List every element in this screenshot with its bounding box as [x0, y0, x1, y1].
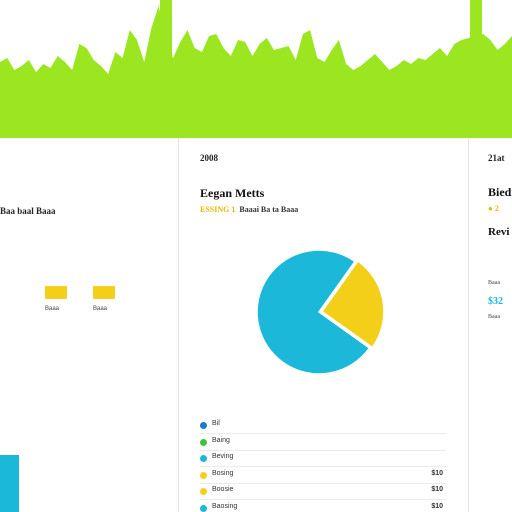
- subtitle-text: Baaai Ba ta Baaa: [239, 205, 299, 214]
- pie-chart: [256, 246, 387, 383]
- subtitle-accent: ESSING 1: [200, 205, 236, 214]
- legend-label: Bil: [212, 420, 220, 427]
- pie-slice: [320, 259, 385, 349]
- legend-dot-icon: [200, 455, 207, 462]
- banner-area-chart: [0, 0, 512, 138]
- legend-value: $10: [431, 469, 443, 477]
- legend-divider: [200, 499, 446, 500]
- banner-spike: [160, 0, 172, 138]
- legend-row: Baosing $10: [200, 502, 446, 512]
- legend-dot-icon: [200, 504, 207, 512]
- legend-divider: [200, 466, 446, 467]
- legend-label: Bosing: [212, 469, 234, 477]
- legend-label: Boosie: [212, 486, 234, 493]
- legend-row: Bil: [200, 419, 446, 433]
- legend-label: Beving: [212, 453, 234, 460]
- panel-divider-right: [468, 138, 469, 512]
- right-panel-year: 21at: [488, 153, 505, 163]
- legend-row: Baing: [200, 436, 446, 450]
- left-panel-label: Baa baal Baaa: [0, 206, 56, 216]
- right-panel-label: Baaa: [488, 280, 500, 286]
- legend-label: Baosing: [212, 502, 238, 510]
- right-panel-value: $32: [488, 296, 503, 307]
- right-panel-label: Baaa: [488, 314, 500, 320]
- chip-label: Baaa: [45, 306, 60, 312]
- legend-divider: [200, 433, 446, 434]
- right-panel-title: Biedi: [488, 185, 512, 199]
- legend-dot-icon: [200, 438, 207, 446]
- panel-year: 2008: [200, 153, 218, 163]
- banner-spike: [470, 0, 482, 138]
- legend-label: Baing: [212, 436, 230, 444]
- banner-chart-svg: [0, 0, 512, 138]
- legend-chip: [93, 286, 115, 299]
- legend-row: Beving: [200, 452, 446, 466]
- legend-dot-icon: [200, 471, 207, 479]
- legend-value: $10: [431, 502, 443, 510]
- chip-label: Baaa: [93, 306, 108, 312]
- legend-dot-icon: [200, 422, 207, 429]
- pie-slice: [256, 249, 371, 375]
- pie-chart-svg: [256, 249, 385, 375]
- right-panel-heading: Revi: [488, 226, 510, 238]
- legend-value: $10: [431, 486, 443, 493]
- legend-chip: [45, 286, 67, 299]
- legend-divider: [200, 449, 446, 451]
- panel-title: Eegan Metts: [200, 186, 265, 200]
- panel-divider-left: [178, 138, 179, 512]
- cyan-bar: [0, 455, 19, 512]
- right-panel-subtitle: ● 2: [488, 204, 499, 213]
- legend-dot-icon: [200, 488, 207, 495]
- banner-area: [0, 6, 512, 138]
- legend-divider: [200, 482, 446, 484]
- legend-row: Bosing $10: [200, 469, 446, 483]
- legend-row: Boosie $10: [200, 485, 446, 499]
- panel-subtitle: ESSING 1 Baaai Ba ta Baaa: [200, 205, 298, 214]
